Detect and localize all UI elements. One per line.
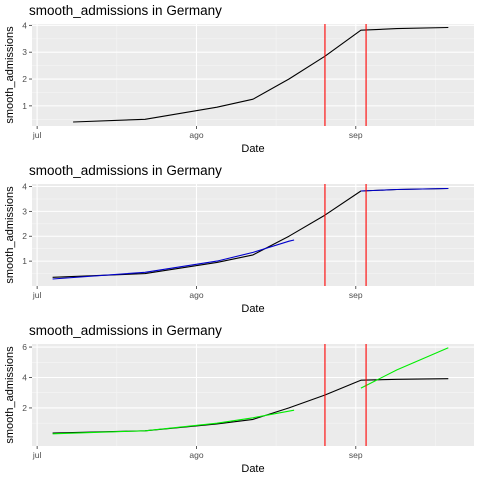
y-tick-label: 4	[22, 372, 27, 382]
y-tick-label: 1	[22, 256, 27, 266]
chart-panel-3: 2 4 6 jul ago sep smooth_admissions in Germany…	[4, 323, 474, 475]
series-line-2	[52, 409, 295, 435]
y-tick-label: 2	[22, 74, 27, 84]
series-line-3	[360, 187, 449, 192]
chart-title: smooth_admissions in Germany	[29, 3, 222, 18]
chart-panel-1: 1 2 3 4 jul ago sep smooth_admissions in German…	[4, 3, 474, 155]
y-tick-label: 6	[22, 342, 27, 352]
y-tick-label: 3	[22, 47, 27, 57]
x-axis-label: Date	[241, 303, 264, 315]
x-tick-label: sep	[349, 450, 363, 460]
x-axis-label: Date	[241, 463, 264, 475]
chart-panel-2: 1 2 3 4 jul ago sep smooth_admissions in German…	[4, 163, 474, 315]
y-tick-label: 2	[22, 403, 27, 413]
plot-background	[32, 24, 474, 126]
series-line-1	[73, 26, 449, 123]
plot-background	[32, 344, 474, 446]
x-tick-label: jul	[32, 130, 42, 140]
x-tick-label: jul	[32, 290, 42, 300]
y-axis-label: smooth_admissions	[4, 186, 16, 284]
y-tick-label: 1	[22, 101, 27, 111]
series-line-2	[52, 239, 295, 280]
x-tick-label: ago	[189, 290, 203, 300]
y-tick-label: 2	[22, 231, 27, 241]
x-tick-label: ago	[189, 450, 203, 460]
x-tick-label: ago	[189, 130, 203, 140]
x-tick-label: jul	[32, 450, 42, 460]
y-axis-label: smooth_admissions	[4, 346, 16, 444]
series-line-3	[360, 347, 449, 389]
y-tick-label: 4	[22, 20, 27, 30]
chart-title: smooth_admissions in Germany	[29, 323, 222, 338]
x-tick-label: sep	[349, 130, 363, 140]
plot-background	[32, 184, 474, 286]
x-axis-label: Date	[241, 143, 264, 155]
y-axis-label: smooth_admissions	[4, 26, 16, 124]
x-tick-label: sep	[349, 290, 363, 300]
y-tick-label: 3	[22, 206, 27, 216]
y-tick-label: 4	[22, 181, 27, 191]
chart-title: smooth_admissions in Germany	[29, 163, 222, 178]
